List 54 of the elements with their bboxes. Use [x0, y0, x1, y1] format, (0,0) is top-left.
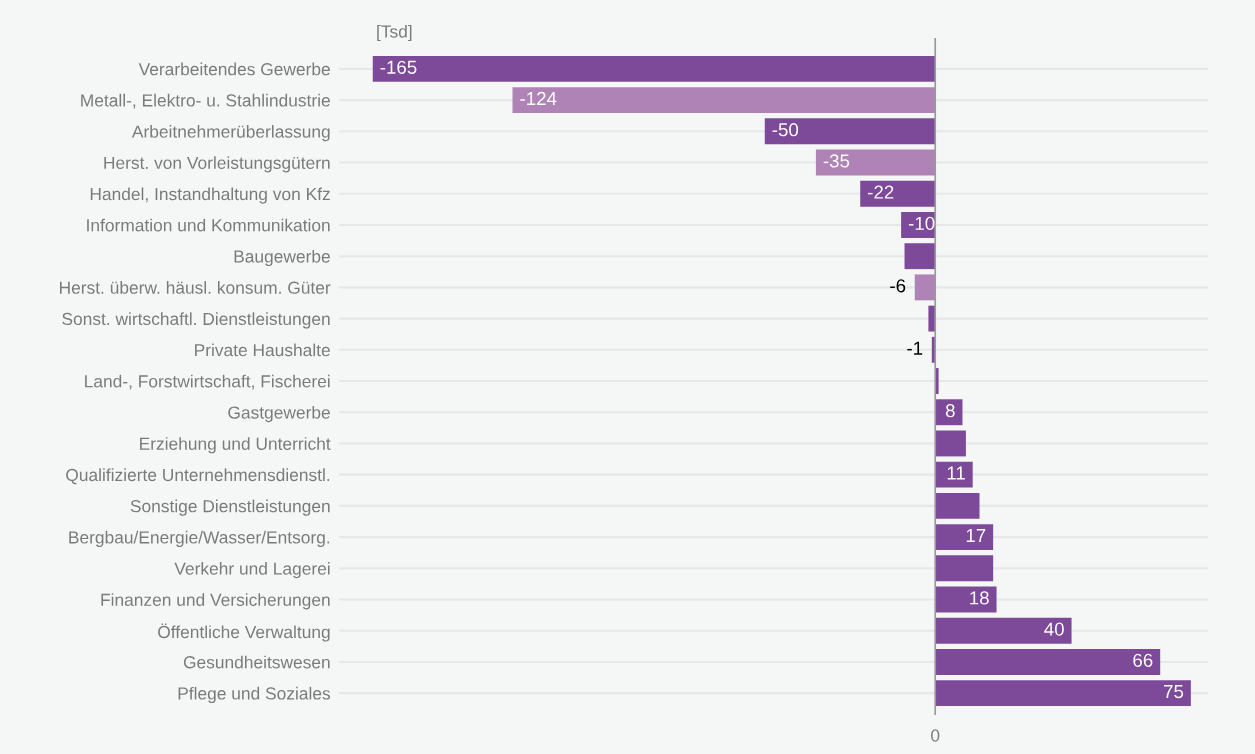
y-tick-label: Sonst. wirtschaftl. Dienstleistungen — [62, 312, 330, 329]
bar — [935, 680, 1191, 707]
y-tick-label: Handel, Instandhaltung von Kfz — [90, 187, 330, 204]
y-tick-label: Herst. von Vorleistungsgütern — [104, 156, 330, 173]
bar — [815, 149, 936, 176]
y-tick-label: Erziehung und Unterricht — [140, 437, 331, 454]
y-tick-label: Qualifizierte Unternehmensdienstl. — [66, 468, 330, 485]
bar — [914, 274, 936, 301]
data-label: 40 — [1044, 622, 1064, 636]
y-tick-label: Gesundheitswesen — [183, 655, 330, 669]
bar — [372, 55, 936, 82]
bar — [512, 87, 936, 114]
y-tick-label: Arbeitnehmerüberlassung — [131, 125, 330, 142]
y-tick-label: Pflege und Soziales — [178, 686, 331, 704]
y-tick-label: Sonstige Dienstleistungen — [130, 499, 330, 516]
data-label: 66 — [1133, 653, 1153, 667]
y-tick-label: Information und Kommunikation — [87, 218, 330, 232]
bar — [935, 648, 1161, 675]
y-tick-label: Öffentliche Verwaltung — [158, 623, 330, 642]
data-label: 75 — [1164, 685, 1184, 699]
bar — [935, 617, 1072, 644]
bar — [935, 461, 973, 488]
data-label: 8 — [945, 403, 955, 418]
bar — [904, 243, 936, 270]
bar — [860, 180, 936, 207]
y-tick-label: Herst. überw. häusl. konsum. Güter — [60, 281, 331, 294]
bar — [764, 118, 936, 145]
y-tick-label: Gastgewerbe — [228, 405, 330, 423]
data-label: -22 — [868, 185, 894, 199]
data-label: -35 — [823, 154, 850, 168]
bar — [935, 492, 980, 519]
bar — [935, 555, 994, 582]
y-tick-label: Baugewerbe — [234, 249, 330, 267]
y-tick-label: Verarbeitendes Gewerbe — [138, 62, 330, 76]
data-label: 17 — [966, 529, 986, 542]
bar — [935, 524, 994, 551]
y-tick-label: Bergbau/Energie/Wasser/Entsorg. — [69, 530, 330, 547]
data-label: -124 — [520, 91, 557, 105]
data-label: 11 — [947, 466, 965, 480]
data-label: -10 — [908, 216, 935, 230]
data-label: -165 — [380, 60, 417, 74]
bar — [935, 430, 966, 457]
data-label: 18 — [970, 591, 989, 605]
y-tick-label: Land-, Forstwirtschaft, Fischerei — [85, 374, 330, 390]
data-label: -1 — [907, 341, 923, 355]
data-label: -50 — [772, 123, 799, 137]
y-tick-label: Metall-, Elektro- u. Stahlindustrie — [81, 93, 330, 109]
y-tick-label: Verkehr und Lagerei — [174, 562, 330, 579]
bar — [935, 586, 997, 613]
data-label: -6 — [890, 279, 906, 293]
y-tick-label: Finanzen und Versicherungen — [101, 593, 330, 610]
y-tick-label: Private Haushalte — [195, 343, 330, 357]
annotation: [Tsd] — [377, 24, 412, 42]
text: 0 — [931, 729, 940, 742]
